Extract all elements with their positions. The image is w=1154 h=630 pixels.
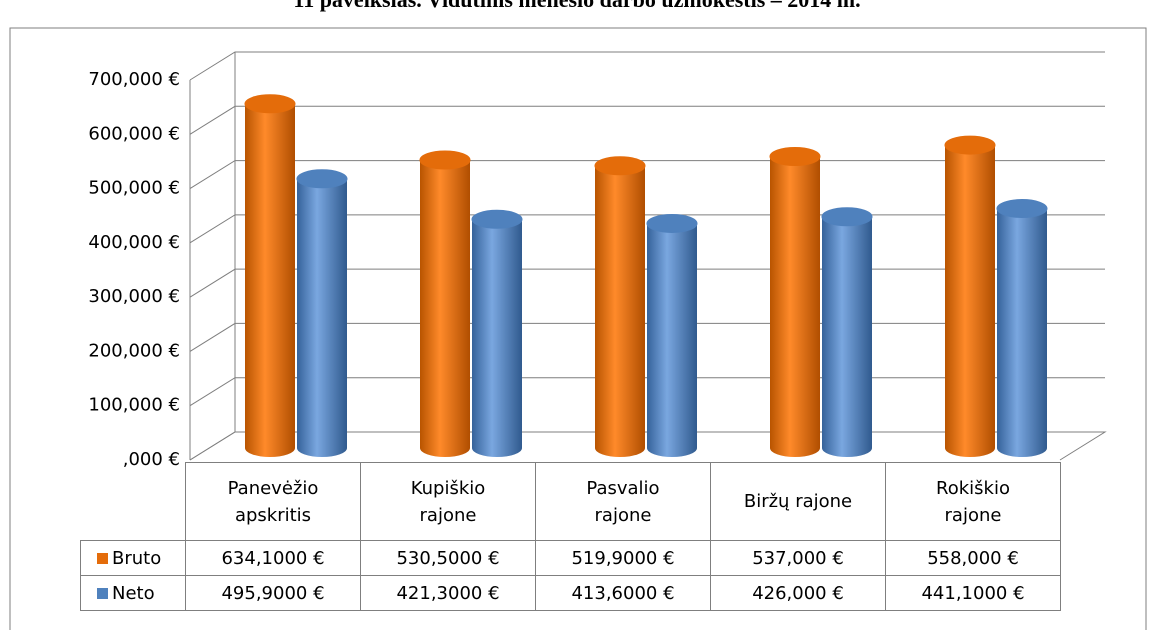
bar xyxy=(821,207,873,457)
bar xyxy=(244,94,296,457)
category-label: Kupiškio rajone xyxy=(410,477,486,526)
category-label: Panevėžio apskritis xyxy=(227,477,319,526)
bar-top xyxy=(646,213,698,233)
value-cell: 558,000 € xyxy=(885,540,1061,576)
legend-key xyxy=(97,552,108,564)
category-label: Biržų rajone xyxy=(743,491,853,512)
value-cell: 421,3000 € xyxy=(360,575,536,611)
chart-title: 11 paveikslas. Vidutinis mėnesio darbo u… xyxy=(0,0,1154,13)
legend-key xyxy=(97,587,108,599)
bar-body xyxy=(472,219,522,448)
bar-top xyxy=(769,146,821,166)
value-cell: 441,1000 € xyxy=(885,575,1061,611)
bar-top xyxy=(296,169,348,189)
legend-label: Neto xyxy=(112,582,155,604)
value-cell: 413,6000 € xyxy=(535,575,711,611)
value-cell: 519,9000 € xyxy=(535,540,711,576)
bar-body xyxy=(822,216,872,448)
bar xyxy=(769,146,821,457)
bar-top xyxy=(471,209,523,229)
bar-body xyxy=(945,145,995,449)
value-cell: 537,000 € xyxy=(710,540,886,576)
y-tick-label: 500,000 € xyxy=(88,178,180,199)
chart-border xyxy=(9,27,1147,630)
value-cell: 634,1000 € xyxy=(185,540,361,576)
y-tick-label: 600,000 € xyxy=(88,123,180,144)
bar-body xyxy=(770,156,820,448)
bar xyxy=(996,199,1048,457)
bar-top xyxy=(996,199,1048,219)
bar xyxy=(646,213,698,457)
bar xyxy=(471,209,523,457)
bar-top xyxy=(594,156,646,176)
legend-cell: Neto xyxy=(80,575,186,611)
bar-top xyxy=(944,135,996,155)
y-tick-label: 100,000 € xyxy=(88,395,180,416)
bar-body xyxy=(420,160,470,448)
y-tick-label: 300,000 € xyxy=(88,286,180,307)
bar-body xyxy=(595,165,645,449)
bar-body xyxy=(997,208,1047,448)
bar-top xyxy=(419,150,471,170)
bar xyxy=(296,169,348,457)
y-tick-label: ,000 € xyxy=(123,449,180,470)
legend-cell: Bruto xyxy=(80,540,186,576)
grid-line xyxy=(189,51,1105,81)
category-cell: Pasvalio rajone xyxy=(535,462,711,541)
category-cell: Rokiškio rajone xyxy=(885,462,1061,541)
category-label: Rokiškio rajone xyxy=(936,477,1010,526)
value-cell: 495,9000 € xyxy=(185,575,361,611)
bar xyxy=(419,150,471,457)
bar-top xyxy=(244,94,296,114)
bar-body xyxy=(245,103,295,448)
category-cell: Panevėžio apskritis xyxy=(185,462,361,541)
bar xyxy=(594,156,646,457)
category-cell: Biržų rajone xyxy=(710,462,886,541)
category-label: Pasvalio rajone xyxy=(586,477,660,526)
category-cell: Kupiškio rajone xyxy=(360,462,536,541)
bar-body xyxy=(647,223,697,448)
y-tick-label: 700,000 € xyxy=(88,69,180,90)
bar-top xyxy=(821,207,873,227)
bar-body xyxy=(297,178,347,448)
value-cell: 426,000 € xyxy=(710,575,886,611)
grid-line xyxy=(189,105,1105,135)
legend-label: Bruto xyxy=(112,547,162,569)
y-tick-label: 400,000 € xyxy=(88,232,180,253)
y-tick-label: 200,000 € xyxy=(88,340,180,361)
value-cell: 530,5000 € xyxy=(360,540,536,576)
bar xyxy=(944,135,996,457)
